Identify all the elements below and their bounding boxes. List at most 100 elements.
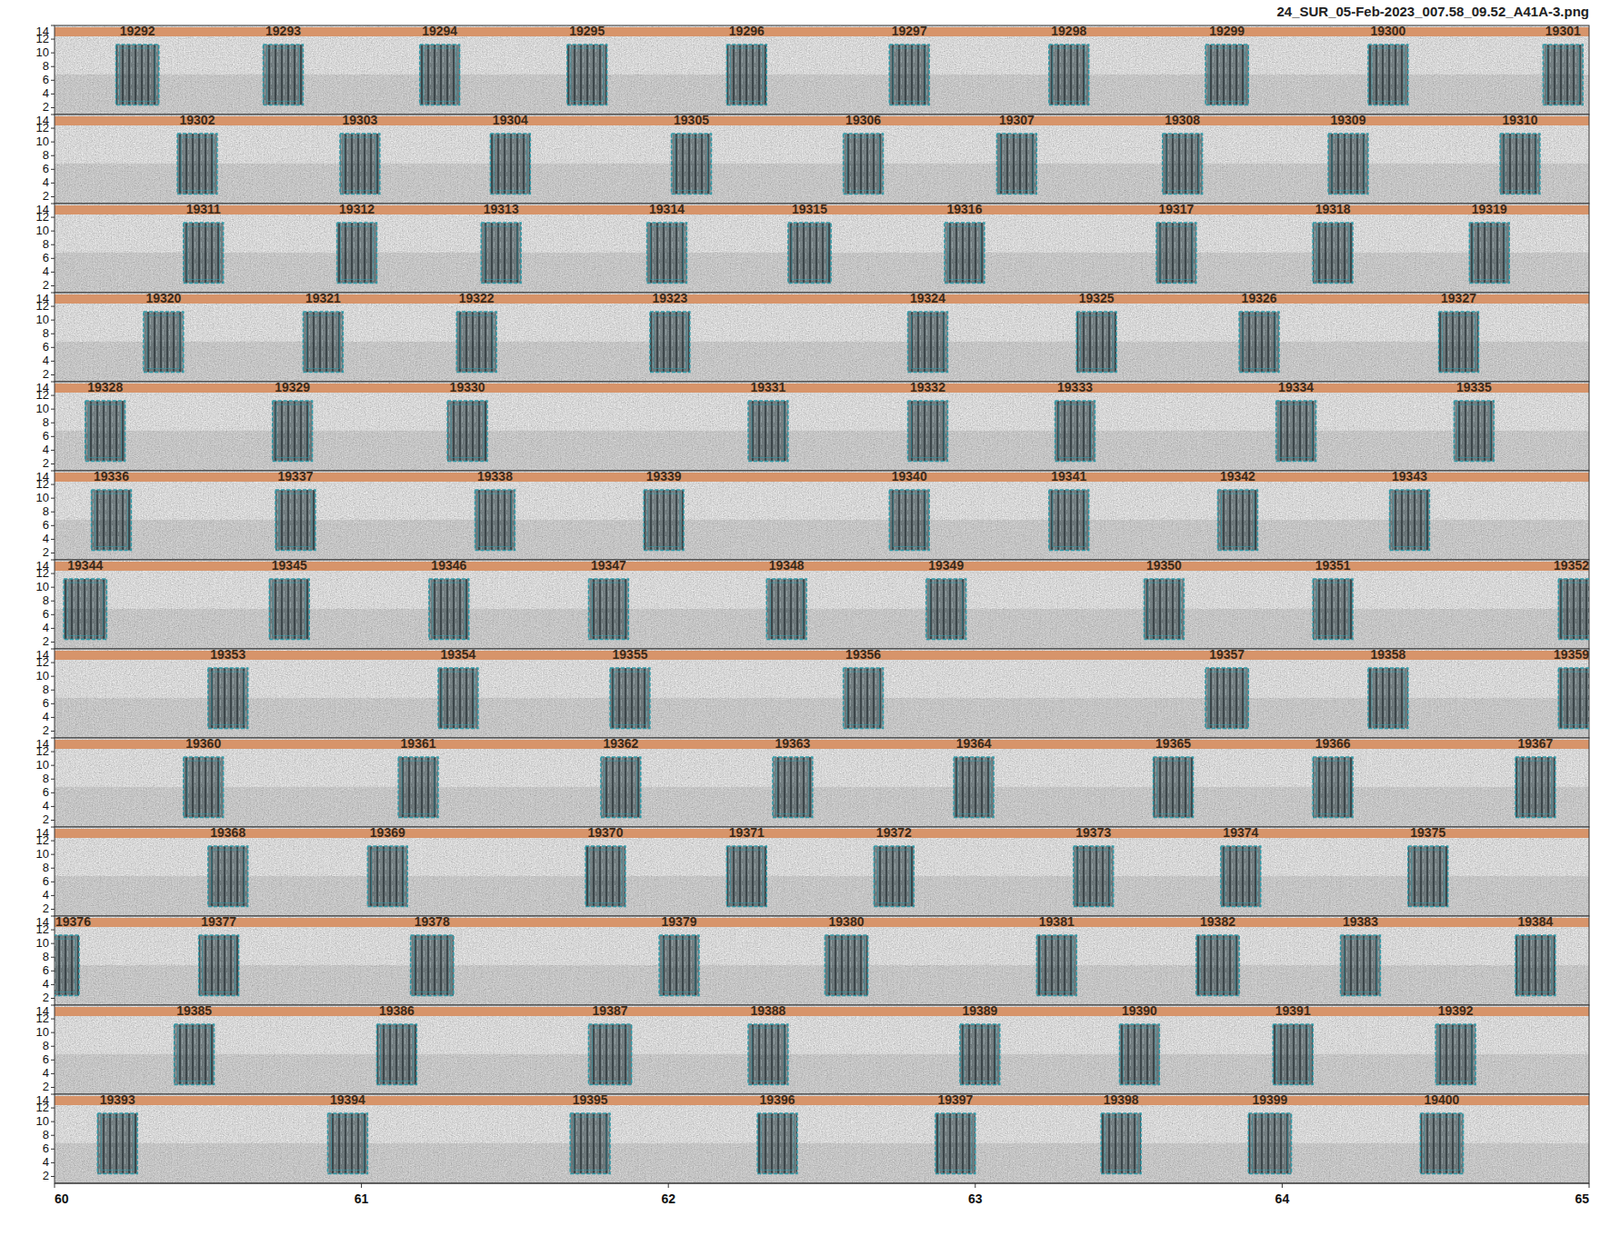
y-tick-label: 2 [42,545,50,560]
detection-label: 19315 [791,201,828,217]
detection-inner [306,315,340,369]
detection-inner [650,226,684,280]
detection-box [1435,1024,1476,1085]
detection-label: 19306 [845,112,881,128]
detection-box [1558,579,1590,640]
detection-box [1469,222,1510,283]
detection-label: 19336 [93,469,130,484]
detection-label: 19372 [876,825,912,840]
y-tick [50,806,55,808]
spectrogram-bg [54,470,1590,560]
y-tick-label: 2 [42,634,50,649]
detection-labels: 1933619337193381933919340193411934219343 [93,469,1428,484]
y-tick-label: 8 [42,1039,50,1053]
detection-labels: 1936019361193621936319364193651936619367 [185,736,1553,751]
detection-box [1143,579,1184,640]
y-tick [50,895,55,897]
panel: 2468101214193441934519346193471934819349… [36,558,1600,650]
detection-box [1196,935,1240,996]
detection-box [585,846,626,907]
y-tick [50,930,55,931]
detection-label: 19355 [612,647,649,662]
detection-label: 19390 [1121,1003,1158,1019]
detection-label: 19308 [1164,112,1200,128]
detection-inner [1457,404,1490,458]
panel-frame [54,25,1590,115]
y-tick [50,614,55,616]
y-tick-label: 8 [42,504,50,519]
detection-inner [1442,315,1476,369]
y-tick-label: 2 [42,990,50,1005]
detection-box [54,935,80,996]
y-tick [50,525,55,527]
y-tick-label: 2 [42,1080,50,1094]
y-tick-label: 10 [36,847,50,861]
detection-inner [1316,226,1350,280]
detection-label: 19351 [1315,558,1351,573]
y-tick-label: 6 [42,1141,50,1156]
y-tick [50,306,55,308]
detection-box [269,579,310,640]
detection-inner [760,1117,794,1170]
detection-box [1153,757,1194,818]
detection-inner [963,1028,997,1081]
detection-label: 19400 [1423,1092,1460,1108]
y-tick [50,217,55,219]
y-tick-label: 6 [42,874,50,889]
y-tick [50,1073,55,1075]
y-tick-label: 14 [36,24,50,39]
detection-inner [1147,582,1180,636]
y-tick [50,436,55,438]
y-tick-label: 6 [42,161,50,176]
detection-inner [791,226,828,280]
y-tick-label: 8 [42,237,50,251]
y-tick [50,80,55,81]
y-tick-label: 6 [42,429,50,443]
detection-label: 19310 [1502,112,1539,128]
detection-box [1420,1113,1463,1174]
y-tick-label: 10 [36,669,50,683]
low-band-shade [54,1054,1590,1095]
detection-inner [1052,493,1086,547]
y-tick [50,155,55,157]
y-tick-label: 14 [36,202,50,217]
detection-box [208,846,249,907]
detection-box [1368,668,1409,729]
detection-label: 19309 [1330,112,1367,128]
detection-inner [675,137,709,190]
detection-labels: 1930219303193041930519306193071930819309… [180,112,1539,128]
detection-inner [613,671,647,725]
y-tick [50,1176,55,1178]
detection-box [1515,757,1556,818]
detection-box [1036,935,1077,996]
detection-box [143,311,184,372]
detection-inner [892,493,926,547]
y-tick [50,909,55,910]
detection-box [420,44,460,105]
detection-inner [89,404,122,458]
detection-label: 19388 [750,1003,786,1019]
title: 24_SUR_05-Feb-2023_007.58_09.52_A41A-3.p… [1276,3,1590,20]
detection-box [475,490,516,550]
y-tick [50,573,55,575]
detection-inner [1221,493,1255,547]
detection-inner [1331,137,1365,190]
detection-box [410,935,454,996]
detection-label: 19354 [440,647,476,662]
y-tick [50,970,55,972]
detection-label: 19358 [1370,647,1406,662]
detection-inner [939,1117,972,1170]
detection-box [398,757,439,818]
y-tick-label: 6 [42,963,50,978]
detection-box [643,490,684,550]
detection-box [889,490,930,550]
y-tick [50,552,55,554]
detection-inner [1122,1028,1156,1081]
spectrogram-bg [54,25,1590,115]
detection-label: 19375 [1410,825,1446,840]
y-tick [50,182,55,184]
detection-labels: 1938519386193871938819389193901939119392 [176,1003,1474,1019]
y-tick [50,271,55,273]
y-tick-label: 8 [42,326,50,340]
x-axis [54,1183,1590,1185]
